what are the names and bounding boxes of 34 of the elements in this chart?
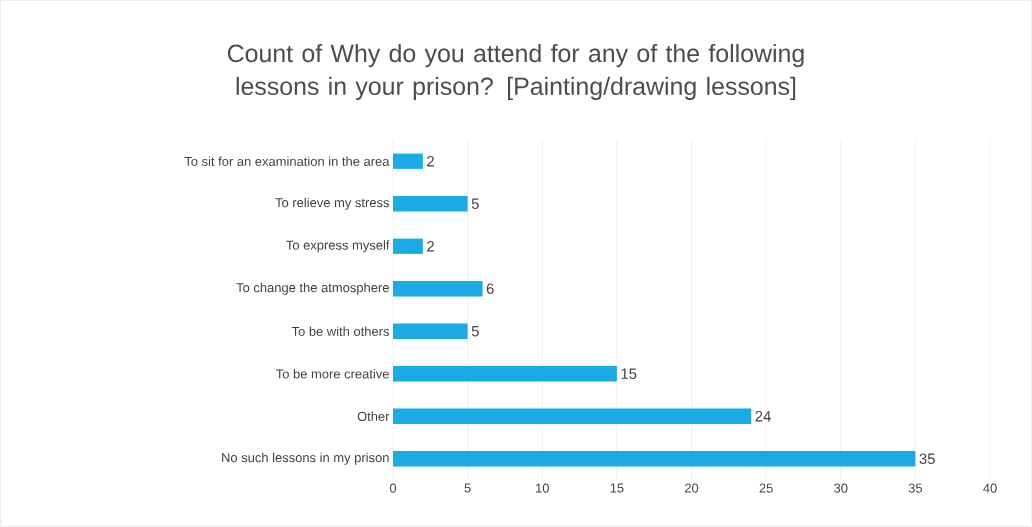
data-label: 2: [427, 241, 434, 252]
x-tick-label: 15: [610, 483, 624, 493]
bar: [393, 366, 617, 382]
y-tick-label: To relieve my stress: [275, 197, 390, 210]
y-tick-label: No such lessons in my prison: [222, 452, 389, 465]
y-tick-label: Other: [357, 411, 390, 421]
bar: [393, 323, 468, 339]
x-tick-label: 20: [684, 483, 699, 493]
bar: [393, 451, 916, 467]
bar: [393, 408, 752, 424]
chart-title: Count of Why do you attend for any of the following lessons in your prison? [Painting/drawing lessons]: [227, 43, 804, 101]
data-label: 5: [471, 198, 479, 209]
data-label: 6: [486, 283, 494, 295]
bar: [393, 281, 483, 297]
data-label: 35: [919, 453, 935, 465]
y-tick-label: To change the atmosphere: [236, 282, 389, 295]
x-tick-label: 25: [759, 483, 773, 493]
x-tick-label: 10: [536, 483, 549, 493]
y-tick-label: To be more creative: [276, 368, 389, 379]
x-tick-label: 35: [908, 483, 923, 493]
x-tick-label: 5: [464, 483, 471, 493]
bar: [393, 238, 423, 254]
bar: [393, 196, 468, 212]
x-tick-label: 40: [983, 483, 997, 493]
data-label: 15: [621, 368, 637, 379]
x-tick-label: 0: [389, 483, 397, 493]
y-tick-label: To sit for an examination in the area: [184, 156, 390, 166]
y-tick-label: To be with others: [291, 326, 390, 336]
y-tick-label: To express myself: [286, 240, 390, 253]
x-tick-label: 30: [834, 483, 848, 493]
data-label: 2: [427, 156, 434, 167]
bar: [393, 153, 423, 169]
data-label: 5: [471, 326, 479, 337]
data-label: 24: [755, 411, 771, 422]
